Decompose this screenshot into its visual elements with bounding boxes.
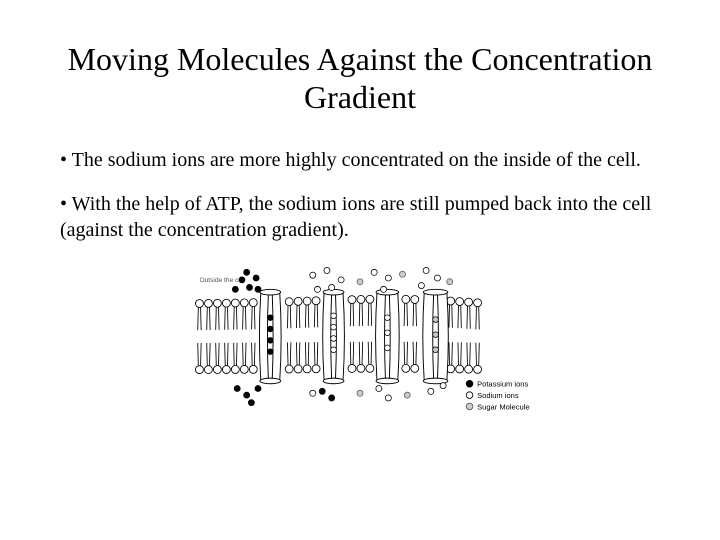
membrane-diagram: Outside the cell Potassium ionsSodium io…	[190, 261, 530, 422]
bullet-2: • With the help of ATP, the sodium ions …	[60, 191, 660, 243]
page-title: Moving Molecules Against the Concentrati…	[60, 40, 660, 117]
svg-text:Potassium ions: Potassium ions	[477, 379, 528, 388]
svg-text:Sugar Molecules: Sugar Molecules	[477, 402, 530, 411]
legend: Potassium ions Sodium ions Sugar Molecules	[466, 379, 530, 411]
bullet-1: • The sodium ions are more highly concen…	[60, 147, 660, 173]
diagram-container: Outside the cell Potassium ionsSodium io…	[60, 261, 660, 422]
svg-text:Sodium ions: Sodium ions	[477, 391, 519, 400]
slide: Moving Molecules Against the Concentrati…	[0, 0, 720, 540]
